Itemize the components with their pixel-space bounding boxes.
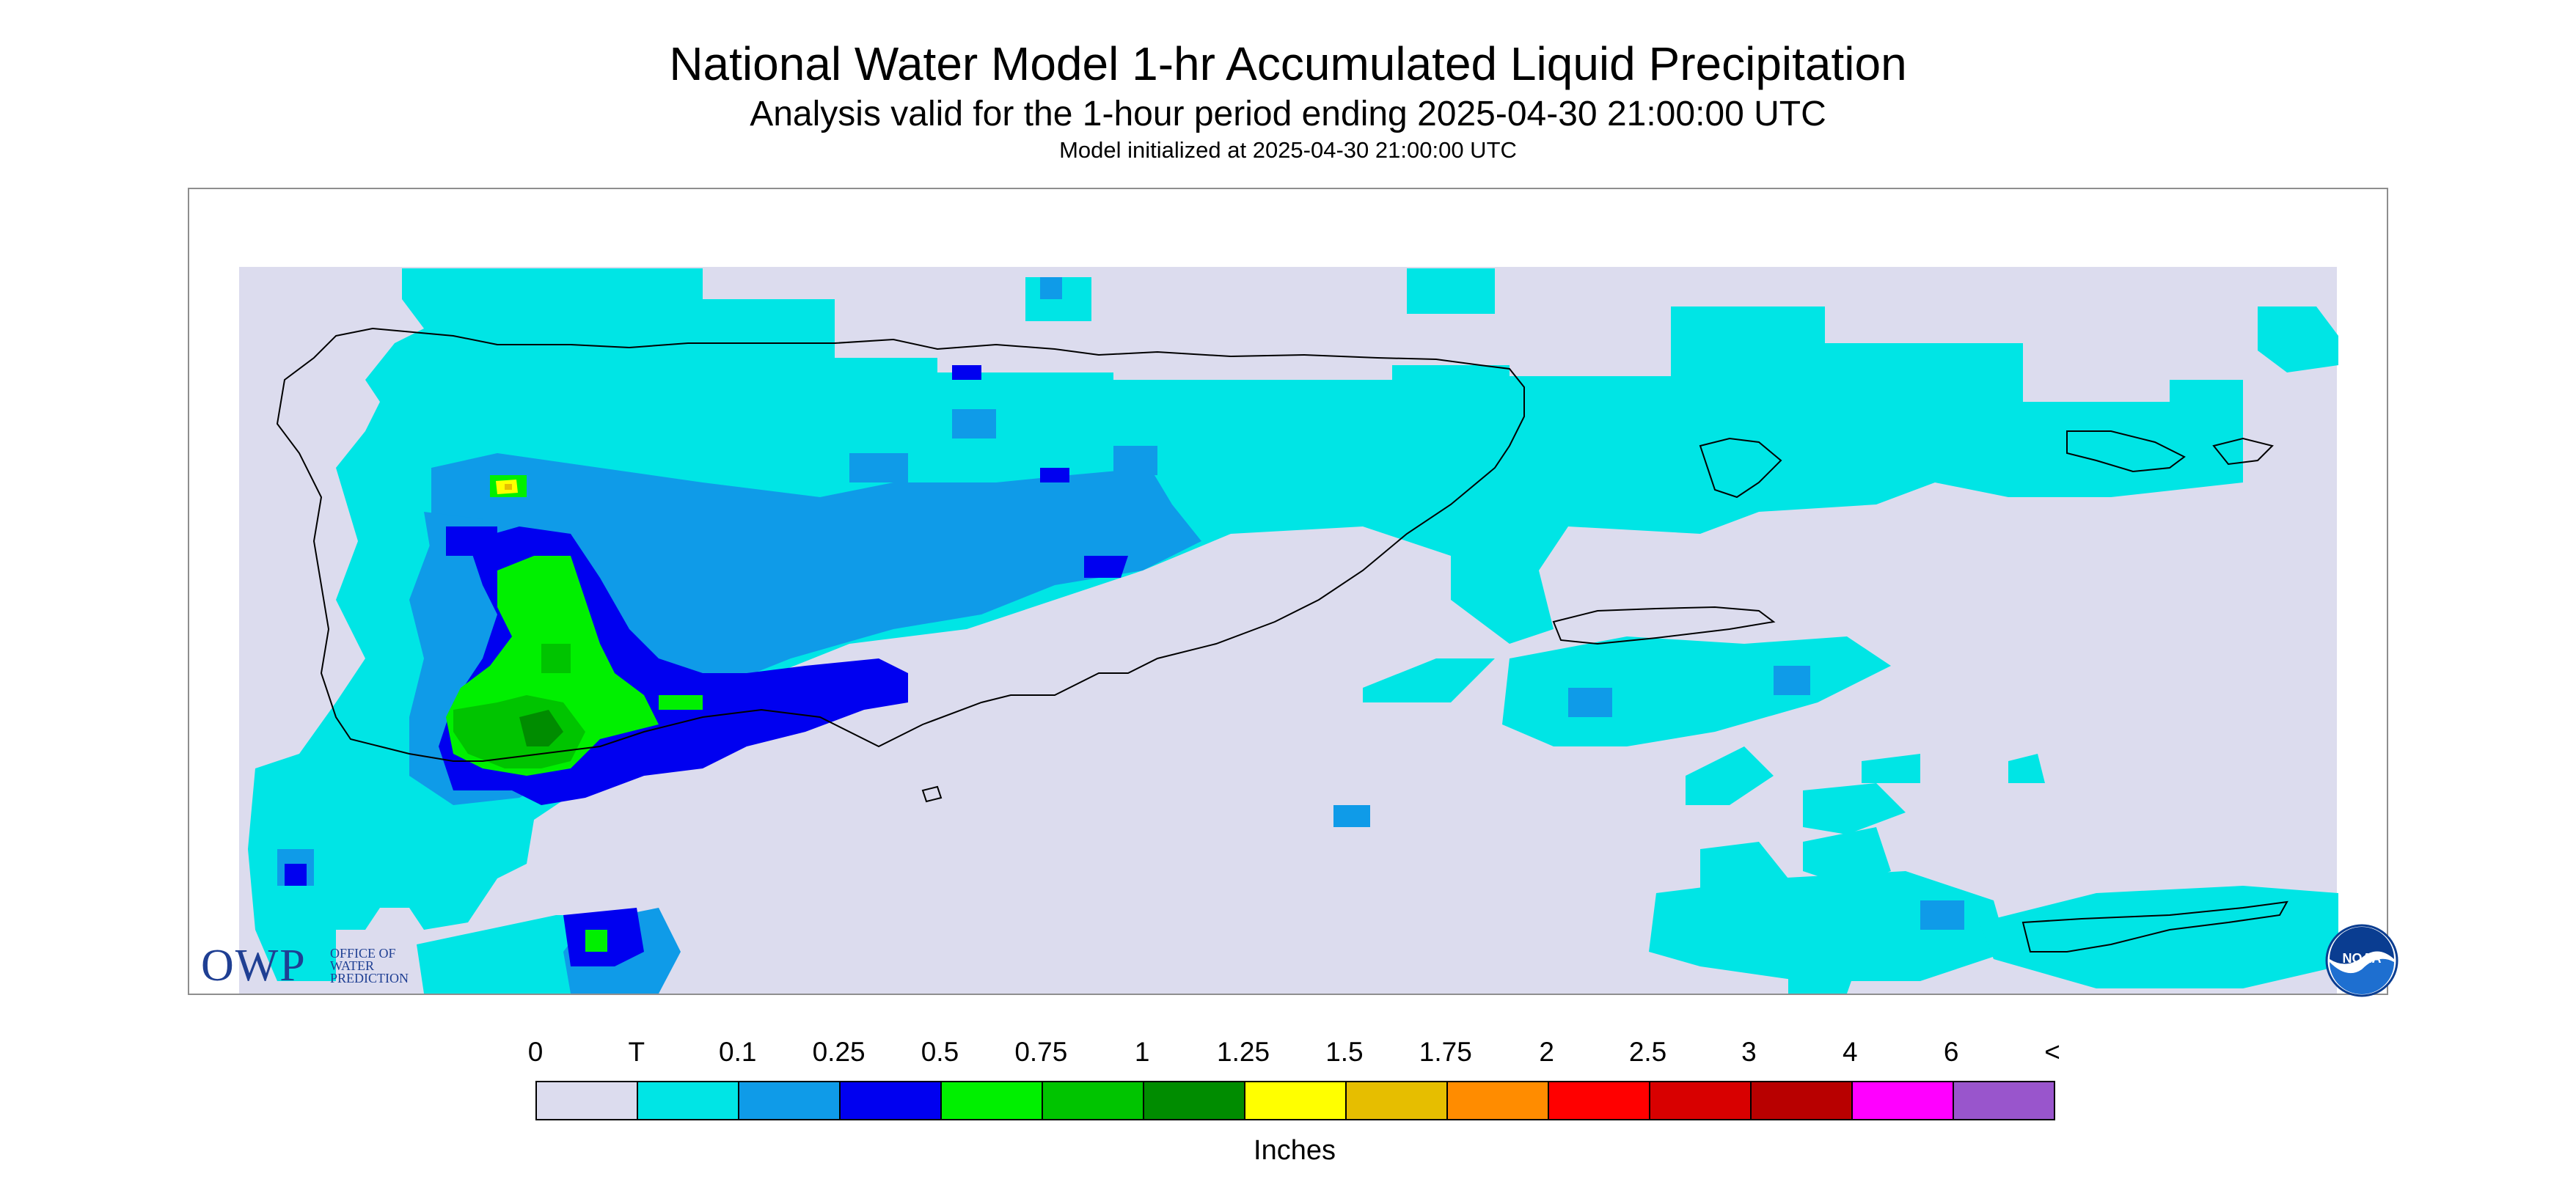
legend-color-bar bbox=[535, 1081, 2055, 1120]
legend-tick-label: 3 bbox=[1741, 1037, 1757, 1067]
noaa-logo-text: NOAA bbox=[2343, 951, 2382, 966]
legend-tick-label: 1.75 bbox=[1419, 1037, 1472, 1067]
coastlines bbox=[276, 327, 2288, 952]
legend-swatch bbox=[1549, 1082, 1650, 1119]
legend-tick-label: 1.5 bbox=[1325, 1037, 1364, 1067]
owp-logo: OWP OFFICE OF WATER PREDICTION bbox=[201, 940, 443, 991]
legend-swatch bbox=[1347, 1082, 1448, 1119]
caja-de-muertos-coast bbox=[921, 785, 943, 803]
legend-swatch bbox=[1448, 1082, 1549, 1119]
legend-tick-label: 0.5 bbox=[921, 1037, 959, 1067]
legend-tick-label: 0.75 bbox=[1014, 1037, 1068, 1067]
precip-1.0-layer bbox=[519, 710, 563, 746]
legend-tick-label: 4 bbox=[1842, 1037, 1858, 1067]
color-legend: 0 T 0.1 0.25 0.5 0.75 1 1.25 1.5 1.75 2 2.5 3 4 6 < Inc… bbox=[528, 1027, 2060, 1173]
st-thomas-coast bbox=[2066, 430, 2186, 473]
legend-swatch bbox=[1144, 1082, 1245, 1119]
legend-tick-label: 1.25 bbox=[1217, 1037, 1270, 1067]
legend-swatch bbox=[1954, 1082, 2054, 1119]
legend-swatch bbox=[1650, 1082, 1752, 1119]
legend-swatch bbox=[1043, 1082, 1144, 1119]
vieques-coast bbox=[1552, 606, 1776, 645]
legend-swatch bbox=[942, 1082, 1043, 1119]
page-title: National Water Model 1-hr Accumulated Li… bbox=[669, 37, 1907, 90]
owp-logo-letters: OWP bbox=[201, 941, 307, 991]
legend-tick-label: 2.5 bbox=[1628, 1037, 1667, 1067]
legend-tick-label: < bbox=[2044, 1037, 2060, 1067]
owp-logo-words: OFFICE OF WATER PREDICTION bbox=[330, 946, 409, 985]
legend-swatch bbox=[1752, 1082, 1853, 1119]
legend-swatch bbox=[1245, 1082, 1347, 1119]
precip-0.75-layer bbox=[453, 644, 585, 768]
legend-tick-label: 1 bbox=[1134, 1037, 1150, 1067]
precip-1.5-layer bbox=[505, 484, 512, 490]
legend-tick-label: T bbox=[628, 1037, 645, 1067]
legend-tick-label: 2 bbox=[1539, 1037, 1554, 1067]
legend-tick-label: 0.1 bbox=[719, 1037, 757, 1067]
legend-tick-label: 0.25 bbox=[812, 1037, 866, 1067]
legend-swatch bbox=[537, 1082, 638, 1119]
map-panel: OWP OFFICE OF WATER PREDICTION NOAA bbox=[188, 188, 2398, 997]
legend-units-label: Inches bbox=[1254, 1135, 1336, 1166]
legend-swatch bbox=[841, 1082, 942, 1119]
st-croix-coast bbox=[2021, 900, 2288, 952]
legend-tick-label: 0 bbox=[527, 1037, 544, 1067]
puerto-rico-coast bbox=[276, 327, 1525, 762]
noaa-logo: NOAA bbox=[2325, 924, 2398, 997]
culebra-coast bbox=[1699, 437, 1782, 499]
legend-tick-label: 6 bbox=[1943, 1037, 1959, 1067]
legend-swatch bbox=[1853, 1082, 1954, 1119]
precipitation-map bbox=[239, 267, 2338, 994]
legend-swatch bbox=[638, 1082, 739, 1119]
legend-swatch bbox=[739, 1082, 841, 1119]
page-subtitle: Analysis valid for the 1-hour period end… bbox=[750, 95, 1826, 133]
st-john-coast bbox=[2212, 437, 2274, 466]
model-init-time: Model initialized at 2025-04-30 21:00:00… bbox=[1059, 137, 1517, 163]
